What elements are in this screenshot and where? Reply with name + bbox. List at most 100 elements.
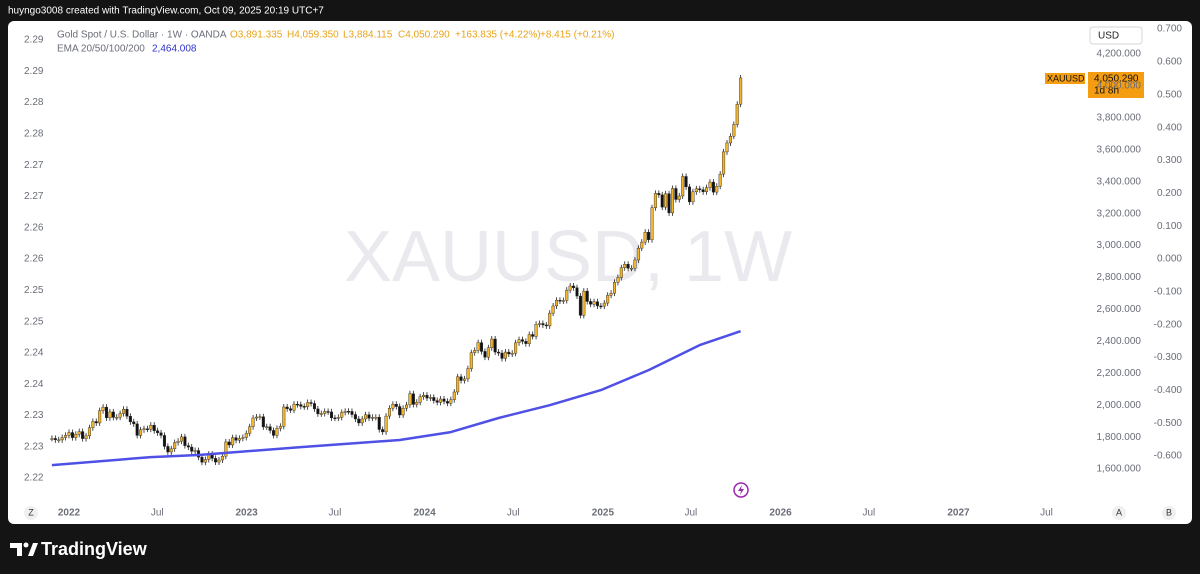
price-tag-countdown: 1d 8h: [1094, 86, 1119, 97]
y2-tick-label: 0.100: [1157, 221, 1182, 232]
y-tick-label: 2,200.000: [1097, 368, 1142, 379]
candle: [255, 416, 259, 419]
candle: [698, 188, 702, 190]
auto-button[interactable]: [1112, 506, 1126, 520]
candle: [306, 402, 310, 408]
candle: [432, 397, 436, 401]
candle: [364, 414, 368, 420]
candle: [445, 401, 449, 404]
candle: [684, 176, 688, 188]
y2-tick-label: -0.100: [1154, 286, 1183, 297]
credit: huyngo3008 created with TradingView.com,…: [8, 6, 324, 17]
candle: [544, 324, 548, 327]
candle: [483, 351, 487, 358]
candle: [220, 455, 224, 461]
candle: [67, 432, 71, 436]
candle: [592, 301, 596, 305]
candle: [722, 151, 726, 175]
candle: [176, 440, 180, 443]
currency-box[interactable]: [1089, 26, 1143, 45]
y3-tick-label: 2.27: [24, 191, 44, 202]
candle: [405, 404, 409, 409]
x-tick-label: 2024: [413, 508, 436, 519]
candle: [486, 347, 490, 358]
candle: [336, 417, 340, 419]
candle: [394, 404, 398, 407]
candle: [258, 416, 262, 418]
candle: [411, 393, 415, 405]
candle: [558, 299, 562, 302]
candle: [565, 289, 569, 301]
candle: [224, 441, 228, 457]
y3-tick-label: 2.23: [24, 410, 44, 421]
ohlc-value: L3,884.115: [343, 30, 393, 41]
candle: [514, 342, 518, 354]
candle: [619, 267, 623, 278]
y-tick-label: 2,400.000: [1097, 336, 1142, 347]
candle: [289, 408, 293, 411]
candle: [142, 428, 146, 431]
candle: [653, 193, 657, 208]
candle: [425, 394, 429, 399]
candle: [98, 410, 102, 424]
candle: [186, 445, 190, 448]
candle: [531, 334, 535, 337]
y2-tick-label: -0.300: [1154, 352, 1183, 363]
x-tick-label: Jul: [507, 508, 520, 519]
candle: [139, 429, 143, 436]
auto-label: A: [1116, 507, 1122, 517]
brand-logo: [10, 542, 38, 556]
event-icon[interactable]: [733, 482, 749, 498]
log-label: B: [1166, 507, 1172, 517]
y-tick-label: 3,800.000: [1097, 113, 1142, 124]
candle: [350, 411, 354, 415]
candle: [739, 77, 743, 105]
candle: [732, 124, 736, 137]
candle: [122, 409, 126, 414]
candle: [166, 446, 170, 453]
candle: [418, 396, 422, 403]
candle: [135, 423, 139, 436]
price-tag-value: 4,050.290: [1094, 74, 1139, 85]
candle: [401, 408, 405, 416]
candle: [234, 437, 238, 441]
ema-line: [51, 330, 742, 467]
candle: [510, 352, 514, 355]
log-button[interactable]: [1162, 506, 1176, 520]
ohlc-value: +163.835 (+4.22%): [455, 30, 541, 41]
candle: [60, 437, 64, 441]
candle: [647, 231, 651, 240]
candle: [333, 417, 337, 420]
candle: [278, 426, 282, 429]
candle: [602, 302, 606, 307]
candle: [343, 411, 347, 413]
candle: [657, 193, 661, 196]
candle: [101, 406, 105, 411]
candle: [132, 421, 136, 425]
candle: [353, 414, 357, 420]
x-tick-label: 2027: [947, 508, 970, 519]
candle: [497, 351, 501, 354]
candle: [633, 259, 637, 269]
candles: [50, 74, 743, 466]
x-tick-label: Jul: [1040, 508, 1053, 519]
y-tick-label: 3,600.000: [1097, 144, 1142, 155]
candle: [575, 287, 579, 297]
zoom-button[interactable]: [24, 506, 38, 520]
x-tick-label: Jul: [329, 508, 342, 519]
candle: [128, 416, 132, 423]
candle: [145, 428, 149, 430]
candle: [442, 398, 446, 402]
y3-tick-label: 2.29: [24, 35, 44, 46]
candle: [609, 292, 613, 296]
candle: [360, 418, 364, 424]
candle: [81, 431, 85, 439]
y2-tick-label: -0.500: [1154, 418, 1183, 429]
x-tick-label: Jul: [151, 508, 164, 519]
y2-tick-label: -0.600: [1154, 451, 1183, 462]
candle: [452, 391, 456, 400]
candle: [251, 417, 255, 427]
candle: [330, 411, 334, 419]
